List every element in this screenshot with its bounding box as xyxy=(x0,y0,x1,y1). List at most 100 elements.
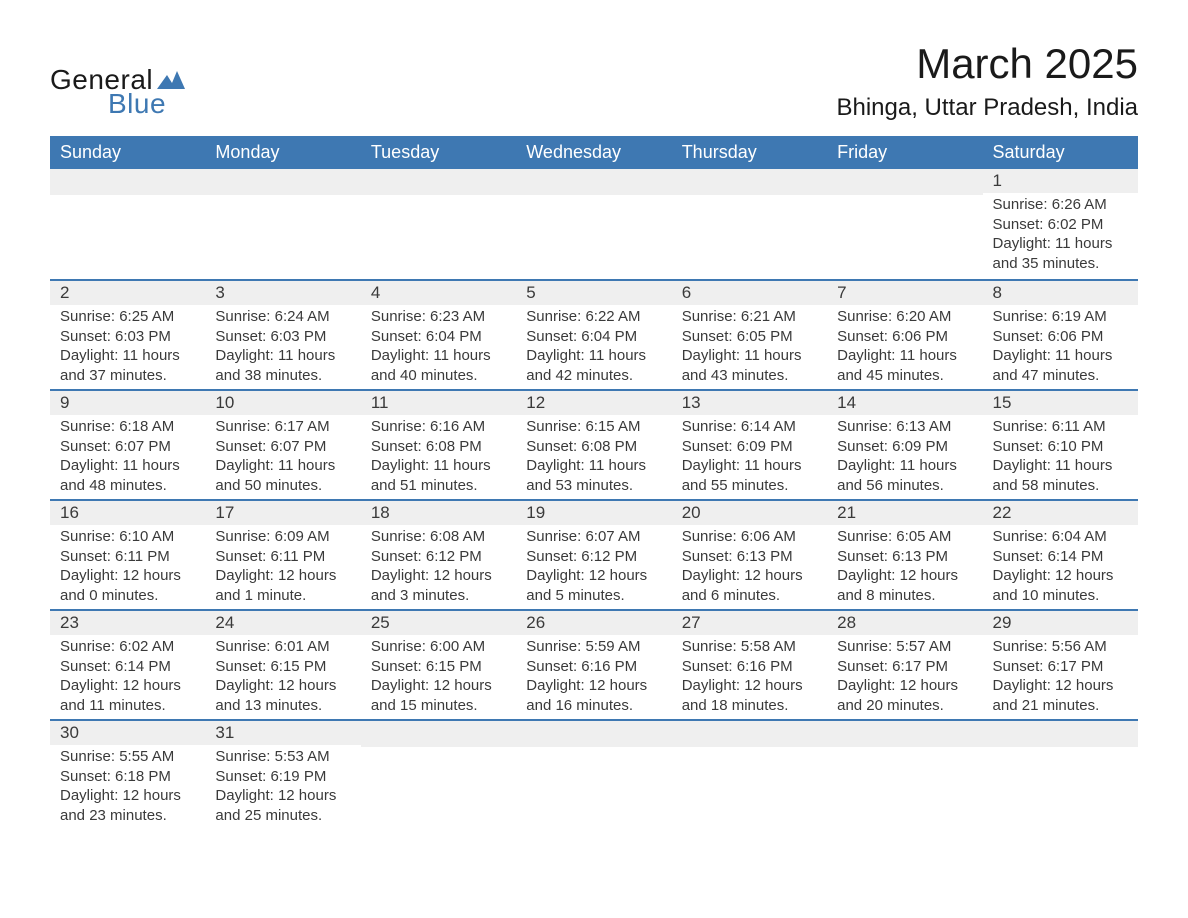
sunrise-text: Sunrise: 6:24 AM xyxy=(215,307,350,327)
daylight-line1: Daylight: 11 hours xyxy=(682,456,817,476)
daylight-line1: Daylight: 12 hours xyxy=(993,676,1128,696)
calendar-cell: 13Sunrise: 6:14 AMSunset: 6:09 PMDayligh… xyxy=(672,389,827,499)
sunrise-text: Sunrise: 6:04 AM xyxy=(993,527,1128,547)
day-number: 24 xyxy=(205,609,360,635)
day-number: 12 xyxy=(516,389,671,415)
daylight-line2: and 5 minutes. xyxy=(526,586,661,606)
daylight-line1: Daylight: 12 hours xyxy=(371,566,506,586)
sunrise-text: Sunrise: 6:11 AM xyxy=(993,417,1128,437)
calendar-cell xyxy=(516,719,671,829)
sunset-text: Sunset: 6:03 PM xyxy=(215,327,350,347)
day-number: 15 xyxy=(983,389,1138,415)
day-number: 6 xyxy=(672,279,827,305)
sunrise-text: Sunrise: 6:20 AM xyxy=(837,307,972,327)
day-details: Sunrise: 6:10 AMSunset: 6:11 PMDaylight:… xyxy=(50,525,205,609)
daylight-line2: and 58 minutes. xyxy=(993,476,1128,496)
calendar-cell xyxy=(50,169,205,279)
sunset-text: Sunset: 6:11 PM xyxy=(60,547,195,567)
sunrise-text: Sunrise: 6:17 AM xyxy=(215,417,350,437)
sunset-text: Sunset: 6:02 PM xyxy=(993,215,1128,235)
weekday-header: Sunday xyxy=(50,136,205,169)
sunset-text: Sunset: 6:15 PM xyxy=(215,657,350,677)
calendar-cell: 14Sunrise: 6:13 AMSunset: 6:09 PMDayligh… xyxy=(827,389,982,499)
daylight-line2: and 47 minutes. xyxy=(993,366,1128,386)
daylight-line1: Daylight: 11 hours xyxy=(837,456,972,476)
sunset-text: Sunset: 6:04 PM xyxy=(526,327,661,347)
day-number: 27 xyxy=(672,609,827,635)
daylight-line2: and 1 minute. xyxy=(215,586,350,606)
day-details: Sunrise: 6:14 AMSunset: 6:09 PMDaylight:… xyxy=(672,415,827,499)
calendar-cell: 25Sunrise: 6:00 AMSunset: 6:15 PMDayligh… xyxy=(361,609,516,719)
day-number xyxy=(827,169,982,195)
empty-day xyxy=(516,195,671,279)
sunrise-text: Sunrise: 6:21 AM xyxy=(682,307,817,327)
daylight-line1: Daylight: 12 hours xyxy=(215,786,350,806)
daylight-line1: Daylight: 11 hours xyxy=(215,456,350,476)
calendar-cell: 29Sunrise: 5:56 AMSunset: 6:17 PMDayligh… xyxy=(983,609,1138,719)
day-number xyxy=(205,169,360,195)
calendar-cell: 21Sunrise: 6:05 AMSunset: 6:13 PMDayligh… xyxy=(827,499,982,609)
day-details: Sunrise: 6:16 AMSunset: 6:08 PMDaylight:… xyxy=(361,415,516,499)
daylight-line2: and 23 minutes. xyxy=(60,806,195,826)
sunset-text: Sunset: 6:11 PM xyxy=(215,547,350,567)
month-title: March 2025 xyxy=(836,40,1138,88)
sunrise-text: Sunrise: 6:18 AM xyxy=(60,417,195,437)
calendar-week-row: 9Sunrise: 6:18 AMSunset: 6:07 PMDaylight… xyxy=(50,389,1138,499)
calendar-week-row: 16Sunrise: 6:10 AMSunset: 6:11 PMDayligh… xyxy=(50,499,1138,609)
empty-day xyxy=(672,195,827,279)
sunset-text: Sunset: 6:15 PM xyxy=(371,657,506,677)
sunrise-text: Sunrise: 6:14 AM xyxy=(682,417,817,437)
sunrise-text: Sunrise: 6:06 AM xyxy=(682,527,817,547)
day-number: 31 xyxy=(205,719,360,745)
day-number xyxy=(516,169,671,195)
calendar-cell: 4Sunrise: 6:23 AMSunset: 6:04 PMDaylight… xyxy=(361,279,516,389)
sunset-text: Sunset: 6:08 PM xyxy=(526,437,661,457)
day-details: Sunrise: 6:05 AMSunset: 6:13 PMDaylight:… xyxy=(827,525,982,609)
day-details: Sunrise: 6:20 AMSunset: 6:06 PMDaylight:… xyxy=(827,305,982,389)
daylight-line2: and 20 minutes. xyxy=(837,696,972,716)
calendar-cell: 18Sunrise: 6:08 AMSunset: 6:12 PMDayligh… xyxy=(361,499,516,609)
daylight-line2: and 13 minutes. xyxy=(215,696,350,716)
day-details: Sunrise: 6:21 AMSunset: 6:05 PMDaylight:… xyxy=(672,305,827,389)
calendar-cell: 28Sunrise: 5:57 AMSunset: 6:17 PMDayligh… xyxy=(827,609,982,719)
calendar-cell: 12Sunrise: 6:15 AMSunset: 6:08 PMDayligh… xyxy=(516,389,671,499)
sunset-text: Sunset: 6:07 PM xyxy=(215,437,350,457)
sunset-text: Sunset: 6:16 PM xyxy=(682,657,817,677)
sunrise-text: Sunrise: 6:26 AM xyxy=(993,195,1128,215)
day-number xyxy=(50,169,205,195)
sunset-text: Sunset: 6:12 PM xyxy=(371,547,506,567)
calendar-cell: 27Sunrise: 5:58 AMSunset: 6:16 PMDayligh… xyxy=(672,609,827,719)
sunset-text: Sunset: 6:16 PM xyxy=(526,657,661,677)
sunset-text: Sunset: 6:17 PM xyxy=(837,657,972,677)
mountain-icon xyxy=(157,71,185,89)
daylight-line1: Daylight: 11 hours xyxy=(371,456,506,476)
daylight-line1: Daylight: 12 hours xyxy=(837,566,972,586)
day-number: 7 xyxy=(827,279,982,305)
daylight-line2: and 10 minutes. xyxy=(993,586,1128,606)
daylight-line1: Daylight: 12 hours xyxy=(60,566,195,586)
sunrise-text: Sunrise: 6:10 AM xyxy=(60,527,195,547)
empty-day xyxy=(827,195,982,279)
daylight-line1: Daylight: 11 hours xyxy=(993,234,1128,254)
daylight-line2: and 0 minutes. xyxy=(60,586,195,606)
sunrise-text: Sunrise: 6:00 AM xyxy=(371,637,506,657)
day-number: 3 xyxy=(205,279,360,305)
empty-day xyxy=(983,747,1138,753)
day-details: Sunrise: 6:23 AMSunset: 6:04 PMDaylight:… xyxy=(361,305,516,389)
day-number: 25 xyxy=(361,609,516,635)
daylight-line2: and 45 minutes. xyxy=(837,366,972,386)
calendar-cell xyxy=(672,169,827,279)
sunrise-text: Sunrise: 6:25 AM xyxy=(60,307,195,327)
day-number: 1 xyxy=(983,169,1138,193)
daylight-line1: Daylight: 11 hours xyxy=(993,456,1128,476)
day-details: Sunrise: 6:13 AMSunset: 6:09 PMDaylight:… xyxy=(827,415,982,499)
day-details: Sunrise: 6:01 AMSunset: 6:15 PMDaylight:… xyxy=(205,635,360,719)
empty-day xyxy=(827,747,982,753)
empty-day xyxy=(361,195,516,279)
daylight-line2: and 6 minutes. xyxy=(682,586,817,606)
daylight-line1: Daylight: 12 hours xyxy=(371,676,506,696)
day-number xyxy=(516,719,671,747)
sunrise-text: Sunrise: 6:07 AM xyxy=(526,527,661,547)
daylight-line2: and 18 minutes. xyxy=(682,696,817,716)
day-number: 22 xyxy=(983,499,1138,525)
